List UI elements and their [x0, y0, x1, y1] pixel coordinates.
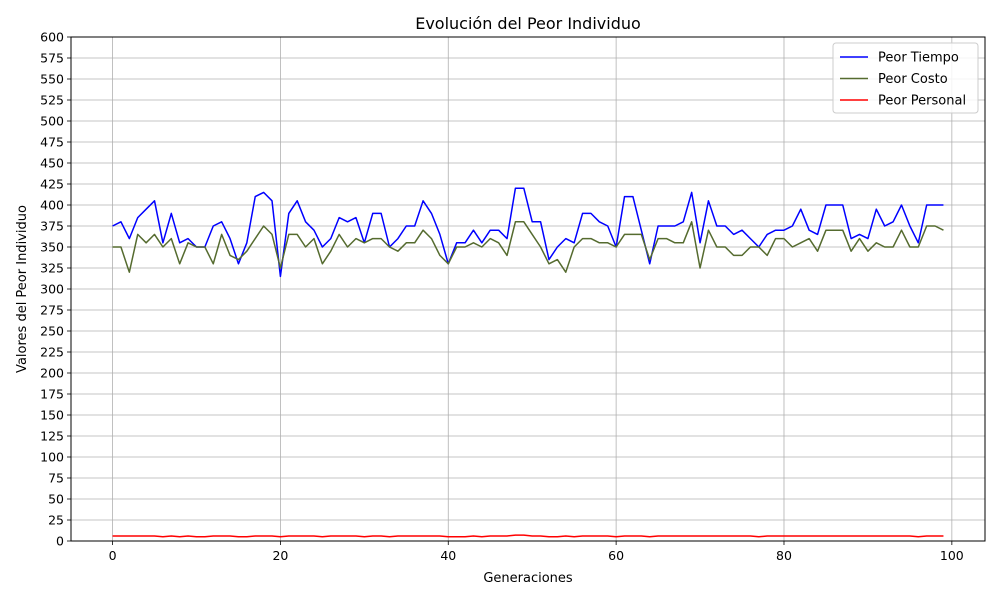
series-lines — [112, 187, 944, 538]
axis-ticks: 0255075100125150175200225250275300325350… — [40, 30, 964, 564]
y-tick-label: 375 — [40, 219, 64, 234]
y-tick-label: 175 — [40, 387, 64, 402]
legend-label-peor-personal: Peor Personal — [878, 94, 966, 109]
chart-title: Evolución del Peor Individuo — [415, 14, 641, 33]
x-tick-label: 80 — [776, 548, 792, 563]
y-tick-label: 250 — [40, 324, 64, 339]
y-tick-label: 50 — [48, 492, 64, 507]
y-tick-label: 0 — [56, 534, 64, 549]
x-tick-label: 20 — [272, 548, 288, 563]
x-axis-label: Generaciones — [483, 571, 573, 586]
y-tick-label: 400 — [40, 198, 64, 213]
legend-box — [832, 42, 979, 114]
legend: Peor Tiempo Peor Costo Peor Personal — [832, 42, 979, 114]
y-tick-label: 350 — [40, 240, 64, 255]
y-tick-label: 425 — [40, 177, 64, 192]
legend-label-peor-costo: Peor Costo — [878, 72, 948, 87]
x-tick-label: 60 — [608, 548, 624, 563]
series-line-peor-costo — [112, 221, 944, 273]
y-tick-label: 325 — [40, 261, 64, 276]
legend-label-peor-tiempo: Peor Tiempo — [878, 51, 959, 66]
y-tick-label: 200 — [40, 366, 64, 381]
y-tick-label: 25 — [48, 513, 64, 528]
y-tick-label: 600 — [40, 30, 64, 45]
x-tick-label: 0 — [109, 548, 117, 563]
y-tick-label: 575 — [40, 51, 64, 66]
series-line-peor-tiempo — [112, 187, 944, 278]
x-tick-label: 100 — [940, 548, 964, 563]
y-tick-label: 75 — [48, 471, 64, 486]
y-tick-label: 300 — [40, 282, 64, 297]
y-tick-label: 225 — [40, 345, 64, 360]
y-tick-label: 475 — [40, 135, 64, 150]
y-axis-label: Valores del Peor Individuo — [15, 205, 30, 373]
y-tick-label: 150 — [40, 408, 64, 423]
series-line-peor-personal — [112, 534, 944, 538]
y-tick-label: 100 — [40, 450, 64, 465]
y-tick-label: 525 — [40, 93, 64, 108]
y-tick-label: 550 — [40, 72, 64, 87]
y-tick-label: 500 — [40, 114, 64, 129]
x-tick-label: 40 — [440, 548, 456, 563]
y-tick-label: 450 — [40, 156, 64, 171]
y-tick-label: 125 — [40, 429, 64, 444]
y-tick-label: 275 — [40, 303, 64, 318]
grid — [71, 36, 985, 542]
